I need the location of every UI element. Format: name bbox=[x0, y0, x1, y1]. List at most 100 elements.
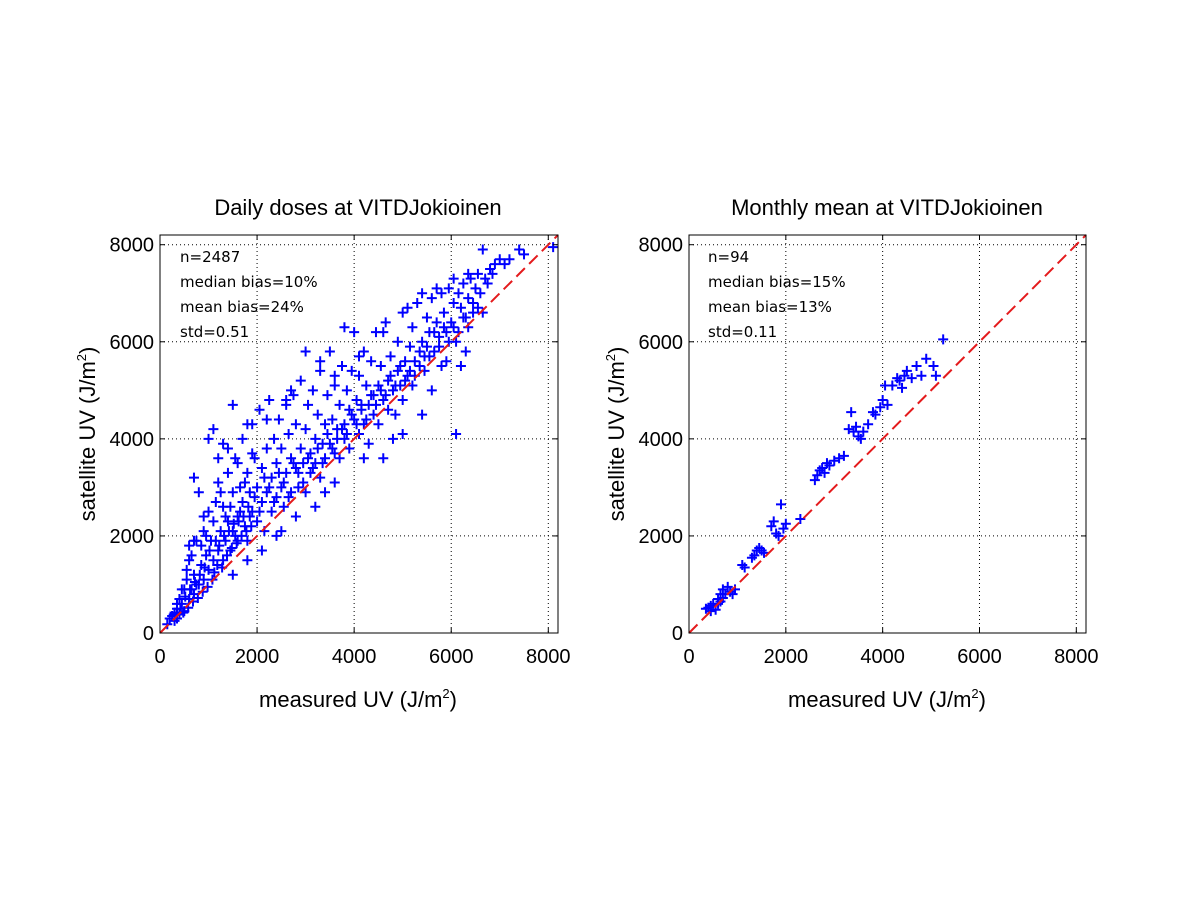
data-point bbox=[380, 390, 391, 401]
data-point bbox=[421, 341, 432, 352]
data-point bbox=[327, 443, 338, 454]
y-tick-label: 8000 bbox=[110, 235, 155, 257]
data-point bbox=[858, 426, 869, 437]
x-tick-label: 2000 bbox=[764, 646, 809, 668]
axes-box bbox=[688, 234, 1087, 634]
data-point bbox=[249, 492, 260, 503]
data-point bbox=[337, 361, 348, 372]
data-point bbox=[252, 516, 263, 527]
data-point bbox=[239, 477, 250, 488]
data-point bbox=[436, 288, 447, 299]
data-point bbox=[402, 302, 413, 313]
data-point bbox=[392, 336, 403, 347]
data-point bbox=[875, 402, 886, 413]
data-point bbox=[242, 555, 253, 566]
data-point bbox=[237, 496, 248, 507]
chart-title: Monthly mean at VITDJokioinen bbox=[731, 195, 1043, 220]
axes-box bbox=[159, 234, 559, 634]
data-point bbox=[409, 356, 420, 367]
data-point bbox=[421, 312, 432, 323]
data-point bbox=[264, 395, 275, 406]
data-point bbox=[768, 516, 779, 527]
stat-n: n=94 bbox=[708, 248, 749, 266]
data-point bbox=[283, 492, 294, 503]
data-point bbox=[334, 399, 345, 410]
data-point bbox=[504, 254, 515, 265]
data-point bbox=[458, 312, 469, 323]
data-point bbox=[855, 433, 866, 444]
data-point bbox=[877, 395, 888, 406]
data-point bbox=[361, 380, 372, 391]
data-point bbox=[705, 606, 716, 617]
x-axis-label: measured UV (J/m2) bbox=[788, 686, 986, 712]
data-point bbox=[210, 496, 221, 507]
data-point bbox=[482, 278, 493, 289]
x-tick-label: 8000 bbox=[1054, 646, 1099, 668]
data-point bbox=[237, 433, 248, 444]
data-point bbox=[276, 443, 287, 454]
data-point bbox=[214, 540, 225, 551]
data-point bbox=[351, 419, 362, 430]
data-point bbox=[397, 395, 408, 406]
x-tick-label: 6000 bbox=[429, 646, 474, 668]
data-point bbox=[197, 586, 208, 597]
stat-std: std=0.51 bbox=[180, 323, 249, 341]
data-point bbox=[243, 501, 254, 512]
data-point bbox=[499, 259, 510, 270]
data-point bbox=[899, 370, 910, 381]
chart-title: Daily doses at VITDJokioinen bbox=[214, 195, 501, 220]
data-point bbox=[434, 341, 445, 352]
x-tick-label: 0 bbox=[154, 646, 165, 668]
data-point bbox=[334, 453, 345, 464]
y-axis-ticks: 0 2000 4000 6000 8000 bbox=[639, 235, 1086, 645]
data-point bbox=[266, 506, 277, 517]
data-point bbox=[397, 307, 408, 318]
data-point bbox=[404, 365, 415, 376]
data-point bbox=[870, 409, 881, 420]
data-point bbox=[358, 346, 369, 357]
data-point bbox=[225, 501, 236, 512]
data-point bbox=[226, 543, 237, 554]
data-point bbox=[312, 409, 323, 420]
data-point bbox=[259, 472, 270, 483]
data-point bbox=[417, 336, 428, 347]
data-point bbox=[203, 506, 214, 517]
data-point bbox=[851, 421, 862, 432]
data-point bbox=[290, 511, 301, 522]
data-point bbox=[370, 399, 381, 410]
data-point bbox=[209, 567, 220, 578]
data-point bbox=[247, 448, 258, 459]
data-point bbox=[346, 365, 357, 376]
y-tick-label: 0 bbox=[672, 623, 683, 645]
data-point bbox=[417, 409, 428, 420]
data-point bbox=[773, 530, 784, 541]
data-point bbox=[470, 283, 481, 294]
data-point bbox=[269, 496, 280, 507]
data-point bbox=[489, 259, 500, 270]
data-point bbox=[332, 433, 343, 444]
data-point bbox=[235, 482, 246, 493]
x-tick-label: 8000 bbox=[526, 646, 571, 668]
data-point bbox=[307, 462, 318, 473]
data-point bbox=[303, 399, 314, 410]
data-point bbox=[414, 361, 425, 372]
data-point bbox=[227, 487, 238, 498]
data-point bbox=[315, 356, 326, 367]
data-point bbox=[366, 390, 377, 401]
data-point bbox=[928, 361, 939, 372]
data-point bbox=[198, 511, 209, 522]
data-point bbox=[337, 424, 348, 435]
y-axis-label: satellite UV (J/m2) bbox=[603, 347, 629, 522]
data-point bbox=[938, 334, 949, 345]
data-point bbox=[838, 450, 849, 461]
data-point bbox=[921, 353, 932, 364]
data-point bbox=[223, 526, 234, 537]
y-tick-label: 6000 bbox=[639, 332, 684, 354]
data-point bbox=[162, 619, 173, 630]
data-point bbox=[181, 564, 192, 575]
data-point bbox=[431, 317, 442, 328]
data-point bbox=[194, 569, 205, 580]
data-point bbox=[276, 526, 287, 537]
data-point bbox=[271, 458, 282, 469]
data-point bbox=[300, 424, 311, 435]
